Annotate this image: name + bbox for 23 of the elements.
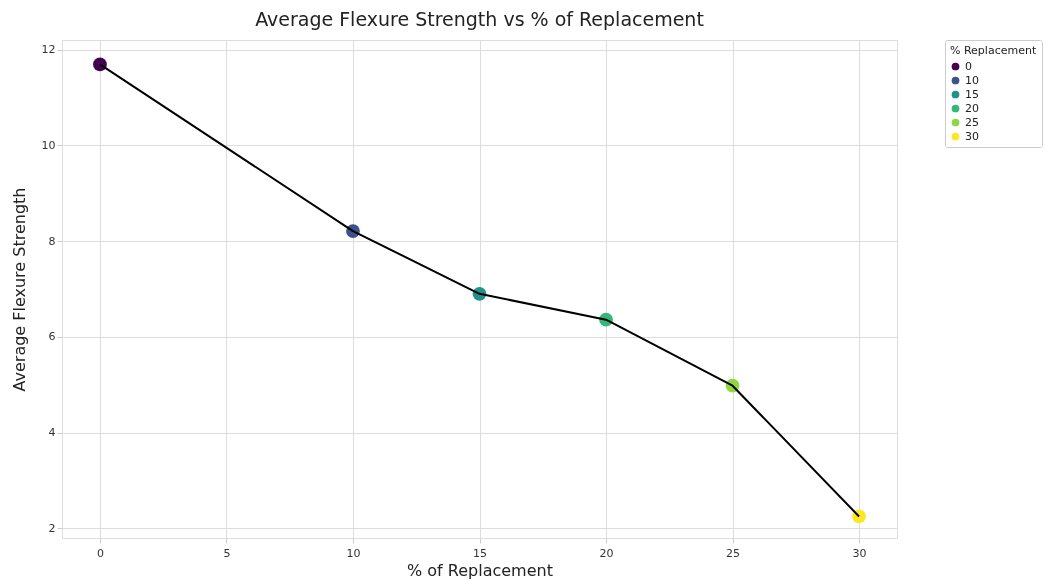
- x-tick-label: 25: [726, 546, 741, 560]
- legend-label: 20: [965, 101, 979, 115]
- y-tick-label: 2: [48, 521, 56, 535]
- y-tick-label: 12: [41, 43, 56, 57]
- x-tick-label: 10: [346, 546, 361, 560]
- x-tick-label: 30: [852, 546, 867, 560]
- legend-label: 30: [965, 129, 979, 143]
- legend-label: 10: [965, 73, 979, 87]
- x-tick-label: 15: [473, 546, 487, 560]
- legend-title: % Replacement: [950, 44, 1037, 57]
- y-tick-label: 4: [48, 426, 56, 440]
- x-tick-label: 5: [223, 546, 231, 560]
- chart-title: Average Flexure Strength vs % of Replacement: [255, 7, 704, 30]
- y-axis-title: Average Flexure Strength: [9, 187, 29, 392]
- y-tick-label: 8: [48, 234, 56, 248]
- legend-label: 15: [965, 87, 979, 101]
- y-tick-label: 10: [41, 138, 56, 152]
- x-axis-title: % of Replacement: [407, 560, 553, 580]
- y-tick-label: 6: [48, 330, 56, 344]
- x-tick-label: 20: [599, 546, 614, 560]
- legend-label: 25: [965, 115, 979, 129]
- legend-label: 0: [965, 59, 972, 73]
- x-tick-label: 0: [96, 546, 104, 560]
